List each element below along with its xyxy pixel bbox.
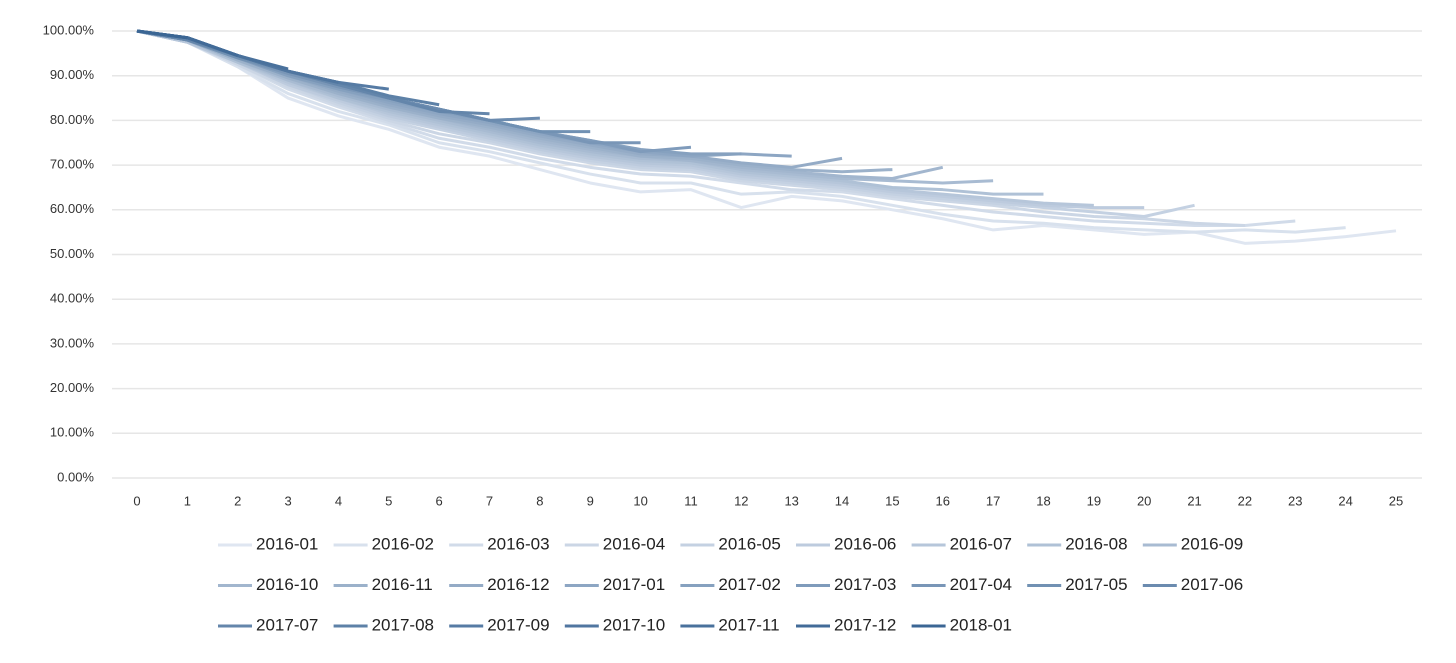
- y-tick-label: 30.00%: [50, 335, 95, 350]
- legend-label: 2016-08: [1065, 534, 1127, 553]
- legend-label: 2016-03: [487, 534, 549, 553]
- series-line: [136, 29, 188, 40]
- legend-label: 2016-01: [256, 534, 318, 553]
- legend-label: 2016-04: [603, 534, 665, 553]
- x-tick-label: 11: [684, 493, 698, 508]
- y-tick-label: 100.00%: [43, 22, 95, 37]
- y-tick-label: 60.00%: [50, 201, 95, 216]
- series-line: [136, 29, 1195, 219]
- x-tick-label: 20: [1137, 493, 1151, 508]
- series-line: [136, 29, 1044, 196]
- series-line: [136, 29, 1346, 234]
- legend-label: 2017-12: [834, 615, 896, 634]
- legend-label: 2016-06: [834, 534, 896, 553]
- y-tick-label: 20.00%: [50, 380, 95, 395]
- x-tick-label: 17: [986, 493, 1000, 508]
- series-line: [136, 29, 1145, 210]
- legend-label: 2016-11: [372, 575, 433, 594]
- y-tick-label: 70.00%: [50, 157, 95, 172]
- x-tick-label: 21: [1187, 493, 1201, 508]
- legend-label: 2016-02: [372, 534, 434, 553]
- y-tick-label: 40.00%: [50, 291, 95, 306]
- legend-label: 2016-05: [718, 534, 780, 553]
- x-tick-label: 22: [1238, 493, 1252, 508]
- y-tick-label: 50.00%: [50, 246, 95, 261]
- series-line: [136, 29, 1094, 207]
- legend-label: 2017-09: [487, 615, 549, 634]
- series-line: [136, 29, 1397, 245]
- x-tick-label: 8: [536, 493, 543, 508]
- x-tick-label: 9: [587, 493, 594, 508]
- y-tick-label: 80.00%: [50, 112, 95, 127]
- legend-label: 2017-11: [718, 615, 779, 634]
- legend-label: 2017-04: [950, 575, 1012, 594]
- y-tick-label: 0.00%: [57, 469, 94, 484]
- legend-label: 2017-08: [372, 615, 434, 634]
- legend-label: 2017-07: [256, 615, 318, 634]
- series-line: [136, 29, 1296, 227]
- x-tick-label: 1: [184, 493, 191, 508]
- legend-label: 2016-07: [950, 534, 1012, 553]
- series-line: [136, 29, 944, 181]
- legend-label: 2016-10: [256, 575, 318, 594]
- legend-label: 2018-01: [950, 615, 1012, 634]
- x-tick-label: 5: [385, 493, 392, 508]
- x-tick-label: 0: [133, 493, 140, 508]
- legend-label: 2017-01: [603, 575, 665, 594]
- legend-label: 2016-09: [1181, 534, 1243, 553]
- legend-label: 2017-05: [1065, 575, 1127, 594]
- x-tick-label: 18: [1036, 493, 1050, 508]
- series-line: [136, 29, 742, 156]
- series-line: [136, 29, 893, 174]
- x-tick-label: 16: [936, 493, 950, 508]
- y-tick-label: 10.00%: [50, 425, 95, 440]
- series-line: [136, 29, 1245, 227]
- legend-label: 2017-03: [834, 575, 896, 594]
- x-tick-label: 15: [885, 493, 899, 508]
- legend-label: 2017-06: [1181, 575, 1243, 594]
- x-tick-label: 7: [486, 493, 493, 508]
- x-tick-label: 12: [734, 493, 748, 508]
- series-line: [136, 29, 994, 185]
- x-tick-label: 4: [335, 493, 342, 508]
- legend-label: 2016-12: [487, 575, 549, 594]
- legend-label: 2017-02: [718, 575, 780, 594]
- x-tick-label: 3: [284, 493, 291, 508]
- x-tick-label: 25: [1389, 493, 1403, 508]
- x-tick-label: 19: [1087, 493, 1101, 508]
- x-tick-label: 2: [234, 493, 241, 508]
- x-tick-label: 6: [436, 493, 443, 508]
- x-tick-label: 24: [1338, 493, 1352, 508]
- x-tick-label: 23: [1288, 493, 1302, 508]
- x-tick-label: 13: [784, 493, 798, 508]
- legend-label: 2017-10: [603, 615, 665, 634]
- x-tick-label: 14: [835, 493, 849, 508]
- x-tick-label: 10: [633, 493, 647, 508]
- y-tick-label: 90.00%: [50, 67, 95, 82]
